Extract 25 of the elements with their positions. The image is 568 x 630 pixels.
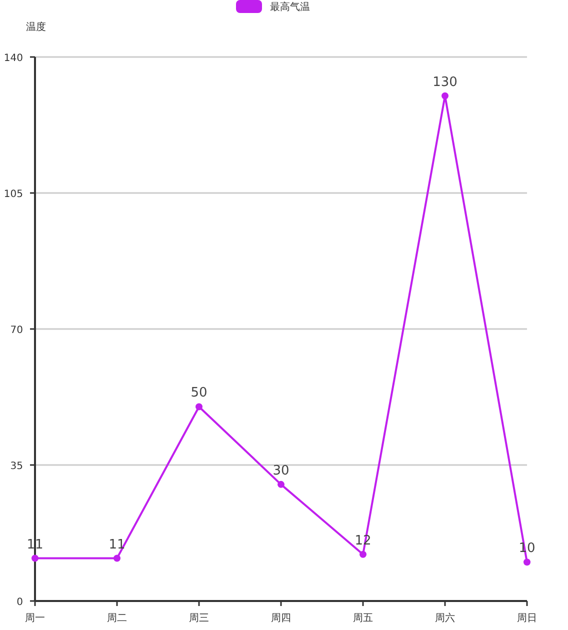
x-tick-label: 周一 — [25, 613, 45, 624]
point — [524, 558, 530, 566]
data-label: 30 — [272, 463, 290, 478]
y-tick-label: 35 — [10, 461, 23, 472]
y-tick-label: 140 — [4, 53, 23, 64]
point — [278, 480, 284, 488]
x-tick-label: 周六 — [435, 612, 455, 624]
point — [196, 403, 202, 410]
y-axis-title: 温度 — [26, 21, 46, 33]
point — [442, 92, 448, 100]
y-tick-label: 0 — [16, 597, 23, 608]
data-label: 50 — [190, 386, 208, 401]
point — [114, 554, 120, 562]
y-tick-label: 70 — [10, 325, 23, 336]
data-label: 11 — [108, 537, 126, 552]
x-tick-label: 周二 — [107, 613, 127, 624]
x-tick-label: 周三 — [189, 613, 209, 624]
x-tick-label: 周五 — [353, 613, 373, 624]
point — [360, 550, 366, 558]
legend-label: 最高气温 — [270, 1, 310, 13]
point — [32, 554, 38, 562]
x-tick-label: 周日 — [517, 613, 537, 624]
data-label: 130 — [432, 74, 458, 90]
x-tick-label: 周四 — [271, 613, 291, 624]
y-tick-label: 105 — [4, 189, 23, 200]
